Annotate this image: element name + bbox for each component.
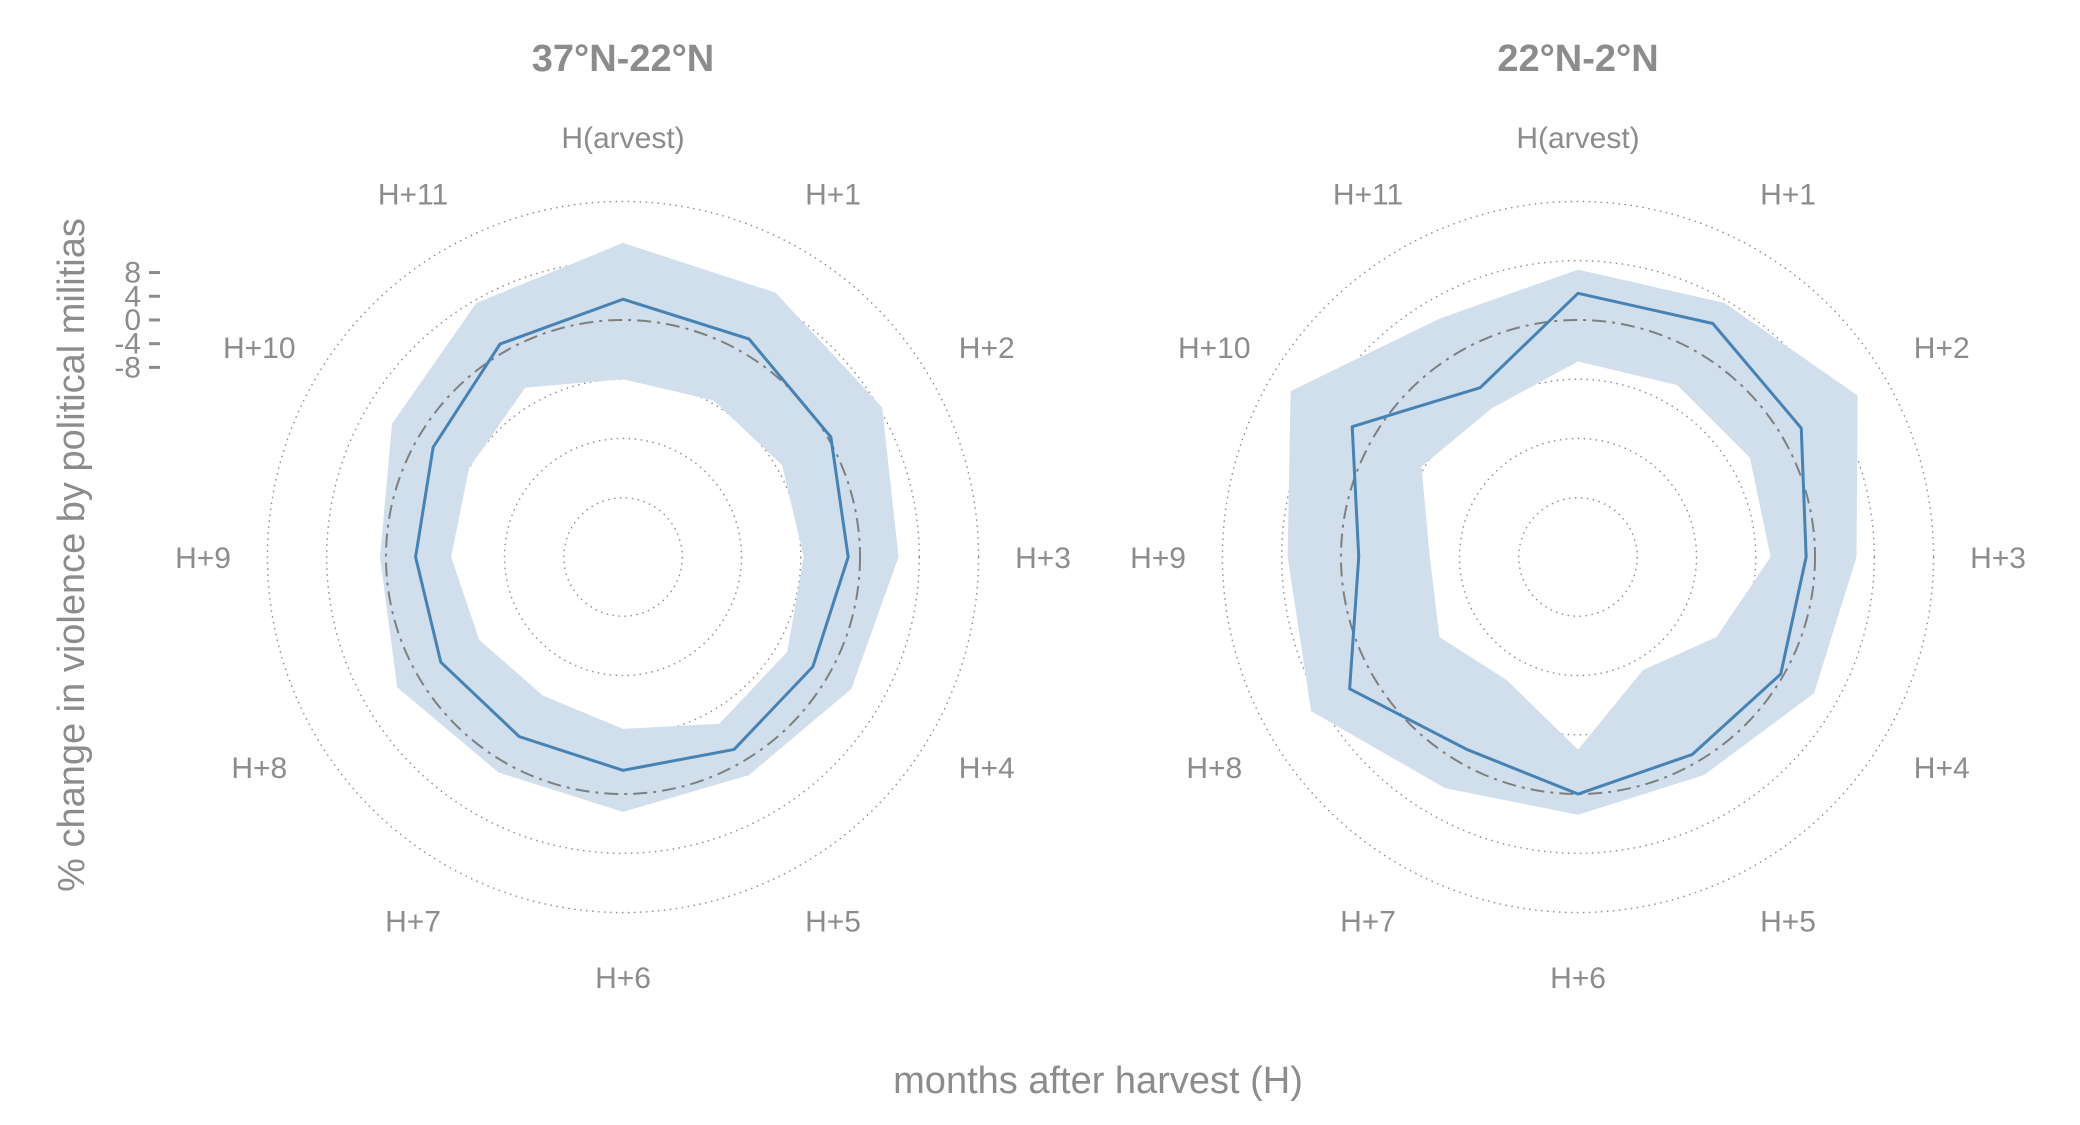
- y-tick-label: 0: [124, 304, 141, 337]
- data-point-0: [621, 297, 625, 301]
- data-point-8: [1348, 687, 1352, 691]
- data-point-5: [732, 747, 736, 751]
- data-point-1: [1711, 321, 1715, 325]
- data-point-8: [439, 660, 443, 664]
- data-point-10: [431, 445, 435, 449]
- month-label: H+7: [385, 906, 441, 939]
- grid-circle: [1281, 260, 1875, 854]
- panel-title: 37°N-22°N: [532, 38, 714, 80]
- confidence-band: [1287, 269, 1858, 815]
- data-point-7: [1465, 747, 1469, 751]
- data-point-9: [414, 555, 418, 559]
- month-label: H+2: [1914, 332, 1970, 365]
- grid-circle: [326, 260, 920, 854]
- month-label: H+9: [1130, 542, 1186, 575]
- y-tick-label: 4: [124, 280, 141, 313]
- data-point-2: [1799, 426, 1803, 430]
- data-point-2: [829, 435, 833, 439]
- panel-37n-22n: H(arvest) H+1 H+2 H+3 H+4 H+5 H+6 H+7 H+8 H+9 H+10…: [175, 38, 1071, 995]
- month-label: H+8: [1186, 752, 1242, 785]
- series-line: [414, 297, 850, 772]
- data-point-11: [1478, 386, 1482, 390]
- month-label: H+1: [1760, 178, 1816, 211]
- data-point-10: [1350, 425, 1354, 429]
- month-label: H+11: [378, 178, 448, 211]
- month-label: H+4: [1914, 752, 1970, 785]
- month-label: H(arvest): [1516, 122, 1639, 155]
- month-label: H+10: [223, 332, 296, 365]
- month-label: H(arvest): [561, 122, 684, 155]
- month-label: H+6: [595, 962, 651, 995]
- data-point-7: [517, 735, 521, 739]
- panel-22n-2n: H(arvest) H+1 H+2 H+3 H+4 H+5 H+6 H+7 H+8 H+9 H+10…: [1130, 38, 2026, 995]
- month-label: H+11: [1333, 178, 1403, 211]
- month-label: H+6: [1550, 962, 1606, 995]
- month-label: H+2: [959, 332, 1015, 365]
- confidence-band: [380, 242, 899, 812]
- month-label: H+1: [805, 178, 861, 211]
- data-point-1: [747, 337, 751, 341]
- reference-circle: [1339, 318, 1817, 796]
- data-point-6: [621, 768, 625, 772]
- y-axis: 840-4-8: [114, 257, 160, 384]
- month-label: H+10: [1178, 332, 1251, 365]
- series-line: [1348, 291, 1808, 796]
- panel-title: 22°N-2°N: [1497, 38, 1658, 80]
- month-label: H+8: [231, 752, 287, 785]
- month-label: H+3: [1970, 542, 2026, 575]
- grid-circle: [1458, 437, 1698, 677]
- grid-circle: [266, 200, 980, 914]
- month-label: H+3: [1015, 542, 1071, 575]
- data-point-11: [498, 342, 502, 346]
- data-point-4: [811, 665, 815, 669]
- data-point-9: [1357, 555, 1361, 559]
- month-label: H+5: [1760, 906, 1816, 939]
- y-tick-label: -4: [114, 328, 141, 361]
- grid-circle: [503, 437, 743, 677]
- grid-circle: [1221, 200, 1935, 914]
- grid-circle: [563, 497, 683, 617]
- data-point-6: [1576, 792, 1580, 796]
- data-point-0: [1576, 291, 1580, 295]
- data-point-5: [1690, 753, 1694, 757]
- y-tick-label: 8: [124, 257, 141, 290]
- x-axis-title: months after harvest (H): [893, 1060, 1303, 1102]
- reference-circle: [384, 318, 862, 796]
- grid-circle: [1518, 497, 1638, 617]
- month-label: H+9: [175, 542, 231, 575]
- month-label: H+5: [805, 906, 861, 939]
- data-point-3: [1804, 555, 1808, 559]
- y-tick-label: -8: [114, 351, 141, 384]
- data-point-4: [1779, 672, 1783, 676]
- month-label: H+4: [959, 752, 1015, 785]
- month-label: H+7: [1340, 906, 1396, 939]
- y-axis-title: % change in violence by political militi…: [51, 218, 93, 892]
- data-point-3: [846, 555, 850, 559]
